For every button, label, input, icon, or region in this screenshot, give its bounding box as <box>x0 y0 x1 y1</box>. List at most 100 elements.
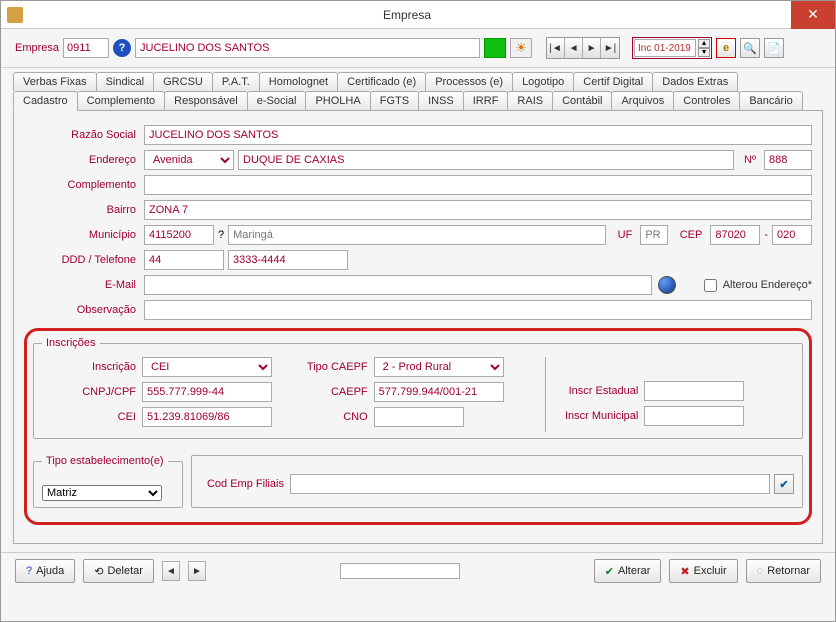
help-icon[interactable]: ? <box>113 39 131 57</box>
uf-input[interactable] <box>640 225 668 245</box>
search-icon[interactable]: 🔍 <box>740 38 760 58</box>
endereco-label: Endereço <box>24 154 144 166</box>
next-page-button[interactable]: ► <box>188 561 206 581</box>
cep2-input[interactable] <box>772 225 812 245</box>
tab-dados-extras[interactable]: Dados Extras <box>652 72 738 91</box>
cnpj-input[interactable] <box>142 382 272 402</box>
telefone-input[interactable] <box>228 250 348 270</box>
tab-certificado-e-[interactable]: Certificado (e) <box>337 72 426 91</box>
municipio-help-icon[interactable]: ? <box>218 229 224 241</box>
tab-inss[interactable]: INSS <box>418 91 464 110</box>
caepf-input[interactable] <box>374 382 504 402</box>
tab-cadastro[interactable]: Cadastro <box>13 91 78 111</box>
tipo-estab-select[interactable]: Matriz <box>42 485 162 501</box>
empresa-name-input[interactable] <box>135 38 480 58</box>
prev-page-button[interactable]: ◄ <box>162 561 180 581</box>
document-icon[interactable]: 📄 <box>764 38 784 58</box>
tab-arquivos[interactable]: Arquivos <box>611 91 674 110</box>
tab-p-a-t-[interactable]: P.A.T. <box>212 72 260 91</box>
period-up[interactable]: ▲ <box>698 39 710 48</box>
razao-input[interactable] <box>144 125 812 145</box>
tab-rais[interactable]: RAIS <box>507 91 553 110</box>
tab-processos-e-[interactable]: Processos (e) <box>425 72 513 91</box>
cod-filiais-input[interactable] <box>290 474 770 494</box>
alterou-label: Alterou Endereço* <box>723 279 812 291</box>
obs-label: Observação <box>24 304 144 316</box>
inscr-est-label: Inscr Estadual <box>554 385 644 397</box>
tab-e-social[interactable]: e-Social <box>247 91 307 110</box>
endereco-input[interactable] <box>238 150 734 170</box>
email-input[interactable] <box>144 275 652 295</box>
tab-row-2: CadastroComplementoResponsávele-SocialPH… <box>13 91 823 110</box>
sun-icon[interactable]: ☀ <box>510 38 532 58</box>
status-green-button[interactable] <box>484 38 506 58</box>
bairro-label: Bairro <box>24 204 144 216</box>
ddd-label: DDD / Telefone <box>24 254 144 266</box>
nav-first[interactable]: |◄ <box>547 38 565 58</box>
tab-grcsu[interactable]: GRCSU <box>153 72 213 91</box>
alterar-button[interactable]: ✔Alterar <box>594 559 662 583</box>
tipo-caepf-select[interactable]: 2 - Prod Rural <box>374 357 504 377</box>
tab-fgts[interactable]: FGTS <box>370 91 419 110</box>
bairro-input[interactable] <box>144 200 812 220</box>
tab-homolognet[interactable]: Homolognet <box>259 72 338 91</box>
nav-last[interactable]: ►| <box>601 38 619 58</box>
globe-icon[interactable] <box>658 276 676 294</box>
tab-respons-vel[interactable]: Responsável <box>164 91 248 110</box>
nav-next[interactable]: ► <box>583 38 601 58</box>
tipo-estab-fieldset: Tipo estabelecimento(e) Matriz <box>33 455 183 508</box>
tab-verbas-fixas[interactable]: Verbas Fixas <box>13 72 97 91</box>
tab-banc-rio[interactable]: Bancário <box>739 91 802 110</box>
e-button[interactable]: e <box>716 38 736 58</box>
tab-controles[interactable]: Controles <box>673 91 740 110</box>
app-icon <box>7 7 23 23</box>
empresa-label: Empresa <box>15 42 59 54</box>
obs-input[interactable] <box>144 300 812 320</box>
numero-label: Nº <box>734 154 764 166</box>
close-button[interactable]: ✕ <box>791 1 835 29</box>
period-input[interactable] <box>634 39 696 57</box>
complemento-label: Complemento <box>24 179 144 191</box>
tab-logotipo[interactable]: Logotipo <box>512 72 574 91</box>
tab-pholha[interactable]: PHOLHA <box>305 91 370 110</box>
tab-complemento[interactable]: Complemento <box>77 91 165 110</box>
filiais-confirm-button[interactable]: ✔ <box>774 474 794 494</box>
nav-prev[interactable]: ◄ <box>565 38 583 58</box>
period-group: ▲ ▼ <box>632 37 712 59</box>
deletar-button[interactable]: ⟲Deletar <box>83 559 154 583</box>
empresa-window: { "window": { "title": "Empresa" }, "top… <box>0 0 836 622</box>
filiais-fieldset: Cod Emp Filiais ✔ <box>191 455 803 508</box>
tab-sindical[interactable]: Sindical <box>96 72 155 91</box>
retornar-button[interactable]: ◌Retornar <box>746 559 821 583</box>
titlebar: Empresa ✕ <box>1 1 835 29</box>
cep1-input[interactable] <box>710 225 760 245</box>
email-label: E-Mail <box>24 279 144 291</box>
endereco-tipo-select[interactable]: Avenida <box>144 150 234 170</box>
complemento-input[interactable] <box>144 175 812 195</box>
caepf-label: CAEPF <box>294 386 374 398</box>
municipio-nome-input[interactable] <box>228 225 606 245</box>
numero-input[interactable] <box>764 150 812 170</box>
tab-irrf[interactable]: IRRF <box>463 91 509 110</box>
cno-input[interactable] <box>374 407 464 427</box>
tab-cont-bil[interactable]: Contábil <box>552 91 612 110</box>
alterou-checkbox[interactable] <box>704 279 717 292</box>
top-toolbar: Empresa ? ☀ |◄ ◄ ► ►| ▲ ▼ e 🔍 📄 <box>1 29 835 68</box>
inscr-mun-input[interactable] <box>644 406 744 426</box>
ajuda-button[interactable]: ?Ajuda <box>15 559 75 583</box>
tab-certif-digital[interactable]: Certif Digital <box>573 72 653 91</box>
excluir-button[interactable]: ✖Excluir <box>669 559 737 583</box>
municipio-cod-input[interactable] <box>144 225 214 245</box>
bottom-toolbar: ?Ajuda ⟲Deletar ◄ ► ✔Alterar ✖Excluir ◌R… <box>1 552 835 589</box>
cei-input[interactable] <box>142 407 272 427</box>
ddd-input[interactable] <box>144 250 224 270</box>
inscr-est-input[interactable] <box>644 381 744 401</box>
period-down[interactable]: ▼ <box>698 48 710 57</box>
highlight-group: Inscrições Inscrição CEI CNPJ/CPF CEI Ti… <box>24 328 812 525</box>
empresa-code-input[interactable] <box>63 38 109 58</box>
inscr-mun-label: Inscr Municipal <box>554 410 644 422</box>
cno-label: CNO <box>294 411 374 423</box>
tipo-estab-legend: Tipo estabelecimento(e) <box>42 455 168 467</box>
inscricoes-legend: Inscrições <box>42 337 100 349</box>
inscricao-select[interactable]: CEI <box>142 357 272 377</box>
